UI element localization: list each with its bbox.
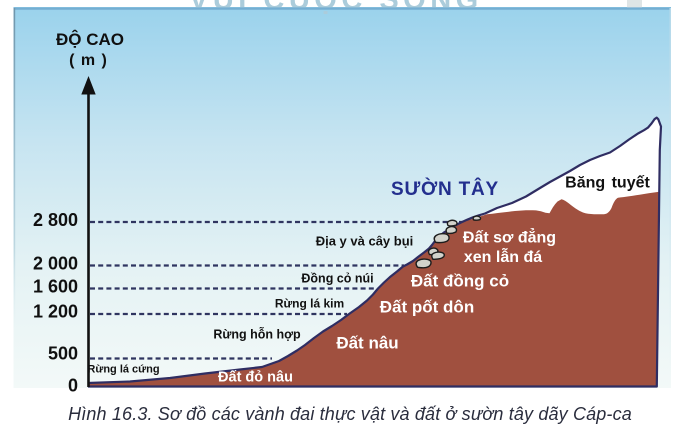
- svg-text:( m ): ( m ): [69, 52, 107, 69]
- svg-text:Rừng lá cứng: Rừng lá cứng: [87, 364, 159, 376]
- svg-text:Địa y và cây bụi: Địa y và cây bụi: [316, 234, 414, 249]
- svg-text:Rừng hỗn hợp: Rừng hỗn hợp: [213, 327, 301, 342]
- svg-text:Đất sơ đẳng: Đất sơ đẳng: [463, 228, 556, 247]
- svg-text:2 000: 2 000: [33, 254, 78, 274]
- svg-text:Đồng cỏ núi: Đồng cỏ núi: [301, 272, 373, 286]
- svg-text:1 600: 1 600: [33, 277, 78, 297]
- svg-text:2 800: 2 800: [33, 210, 78, 230]
- svg-text:Đất nâu: Đất nâu: [336, 334, 398, 353]
- svg-text:xen lẫn đá: xen lẫn đá: [464, 247, 542, 266]
- svg-text:1 200: 1 200: [33, 302, 78, 322]
- svg-text:Hình 16.3. Sơ đồ các vành đai: Hình 16.3. Sơ đồ các vành đai thực vật v…: [68, 404, 632, 424]
- svg-text:SƯỜN TÂY: SƯỜN TÂY: [391, 178, 499, 200]
- svg-text:Đất pốt dôn: Đất pốt dôn: [380, 298, 474, 317]
- svg-text:500: 500: [48, 344, 78, 364]
- svg-text:0: 0: [68, 376, 78, 396]
- svg-text:Rừng lá kim: Rừng lá kim: [275, 297, 344, 311]
- svg-text:Băng tuyết: Băng tuyết: [565, 175, 650, 192]
- svg-text:ĐỘ CAO: ĐỘ CAO: [56, 30, 124, 49]
- svg-text:Đất đỏ nâu: Đất đỏ nâu: [218, 370, 293, 386]
- svg-text:Đất đồng cỏ: Đất đồng cỏ: [411, 272, 509, 291]
